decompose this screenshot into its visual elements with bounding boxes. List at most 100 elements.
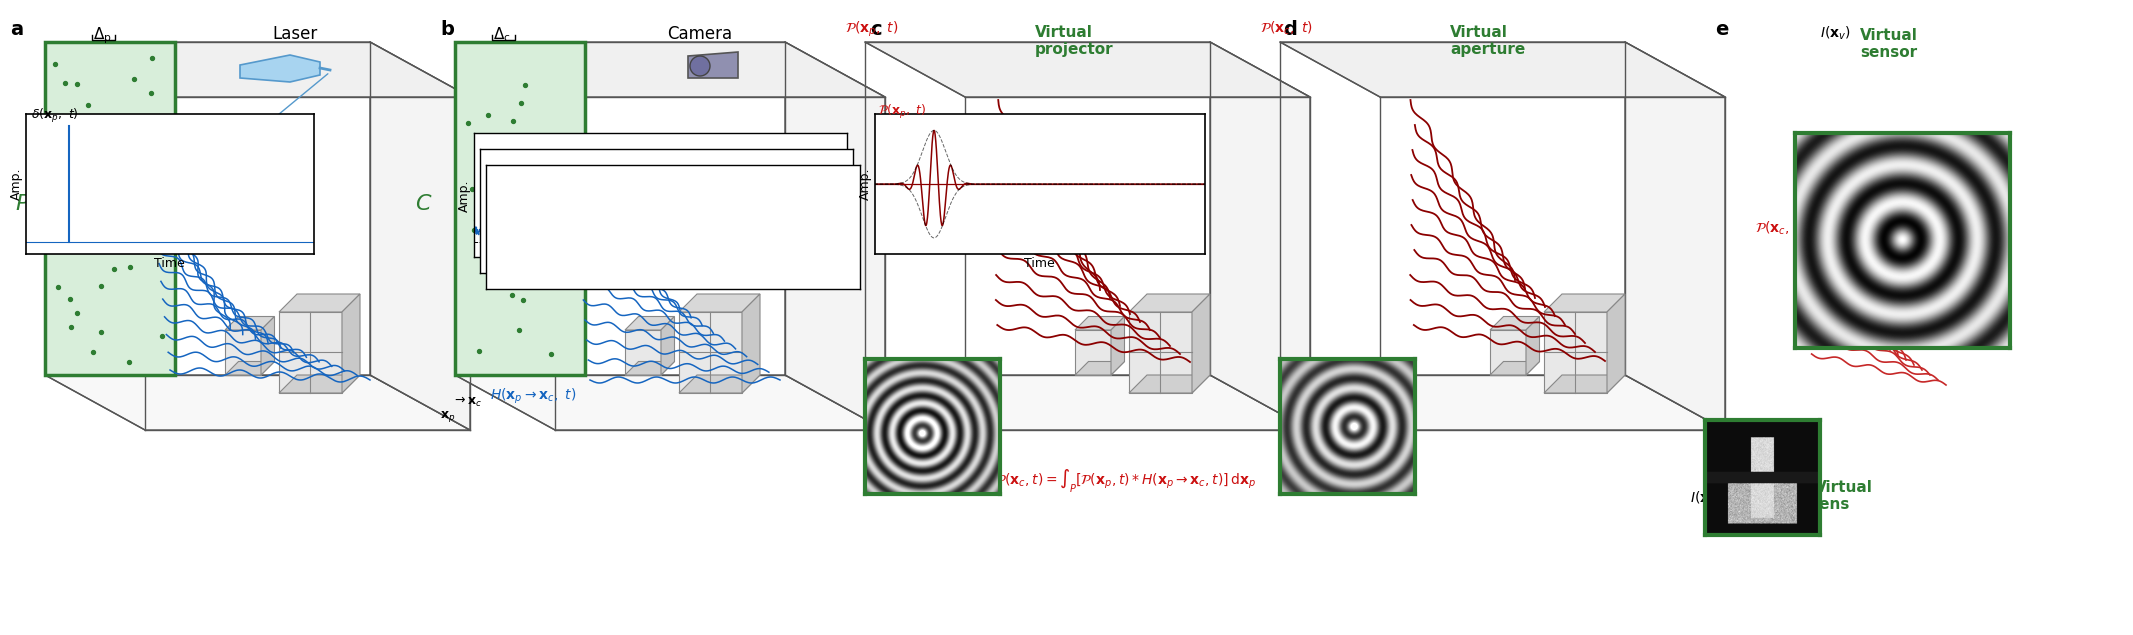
Polygon shape — [1625, 42, 1726, 430]
Point — [471, 110, 506, 120]
Polygon shape — [866, 42, 1310, 97]
Polygon shape — [241, 55, 320, 82]
Text: $\delta(\mathbf{x}_p,\ t)$: $\delta(\mathbf{x}_p,\ t)$ — [32, 107, 79, 125]
Polygon shape — [1075, 330, 1111, 375]
Text: $\mathcal{P}(\mathbf{x}_p,\ t)$: $\mathcal{P}(\mathbf{x}_p,\ t)$ — [845, 20, 898, 39]
Text: $\mathbf{x}_p$: $\mathbf{x}_p$ — [85, 224, 102, 242]
Point — [463, 345, 497, 356]
Point — [535, 349, 570, 359]
Polygon shape — [454, 42, 885, 97]
Point — [542, 203, 576, 213]
X-axis label: Time: Time — [1024, 257, 1056, 270]
Point — [495, 116, 529, 126]
Polygon shape — [1280, 42, 1726, 97]
Y-axis label: Amp.: Amp. — [860, 168, 872, 201]
Point — [478, 205, 512, 215]
Point — [463, 229, 497, 239]
X-axis label: Time: Time — [644, 258, 676, 272]
Point — [60, 79, 94, 90]
Polygon shape — [1491, 316, 1540, 330]
Point — [113, 262, 147, 272]
Polygon shape — [625, 316, 674, 330]
Point — [41, 282, 75, 292]
Polygon shape — [341, 294, 360, 393]
Polygon shape — [1111, 316, 1124, 375]
Text: a: a — [11, 20, 23, 39]
Text: $\mathbf{x}_c$: $\mathbf{x}_c$ — [486, 244, 506, 260]
Point — [98, 264, 132, 274]
Polygon shape — [1544, 375, 1625, 393]
Point — [495, 234, 529, 244]
Text: Camera: Camera — [668, 25, 732, 43]
Polygon shape — [1128, 375, 1209, 393]
Text: $H(\mathbf{x}_p \rightarrow \mathbf{x}_c,\ t)$: $H(\mathbf{x}_p \rightarrow \mathbf{x}_c… — [491, 387, 576, 406]
Polygon shape — [369, 42, 469, 430]
Point — [495, 156, 529, 166]
Polygon shape — [661, 316, 674, 375]
Text: e: e — [1715, 20, 1728, 39]
Point — [126, 187, 160, 197]
Polygon shape — [1075, 361, 1124, 375]
Text: $\mathcal{P}(\mathbf{x}_c,\ t)$: $\mathcal{P}(\mathbf{x}_c,\ t)$ — [1261, 20, 1312, 37]
Point — [81, 214, 115, 224]
Point — [450, 117, 484, 128]
Text: $C$: $C$ — [416, 194, 433, 214]
Text: $\Delta_\mathrm{p}$: $\Delta_\mathrm{p}$ — [92, 25, 111, 46]
Point — [134, 53, 169, 63]
Point — [111, 356, 145, 366]
Text: c: c — [870, 20, 881, 39]
Polygon shape — [1075, 316, 1124, 330]
Bar — [454, 42, 584, 375]
Point — [70, 100, 105, 110]
Polygon shape — [1192, 294, 1209, 393]
Polygon shape — [1544, 294, 1625, 312]
Polygon shape — [1544, 312, 1606, 393]
Polygon shape — [866, 375, 1310, 430]
Polygon shape — [224, 361, 275, 375]
Polygon shape — [625, 361, 674, 375]
Polygon shape — [625, 330, 661, 375]
Polygon shape — [224, 330, 260, 375]
Text: $\mathbf{x}_p$: $\mathbf{x}_p$ — [439, 409, 454, 424]
Point — [495, 290, 529, 300]
Polygon shape — [678, 294, 759, 312]
Text: $\mathcal{P}(\mathbf{x}_c,t) = \int_P [\mathcal{P}(\mathbf{x}_p,t) * H (\mathbf{: $\mathcal{P}(\mathbf{x}_c,t) = \int_P [\… — [994, 468, 1256, 495]
Point — [83, 281, 117, 291]
Polygon shape — [45, 42, 469, 97]
Polygon shape — [279, 294, 360, 312]
Point — [145, 331, 179, 342]
Point — [83, 145, 117, 156]
Point — [53, 294, 87, 304]
Text: $\mathcal{P}(\mathbf{x}_p,\ t)$: $\mathcal{P}(\mathbf{x}_p,\ t)$ — [879, 103, 926, 121]
Text: Virtual
aperture: Virtual aperture — [1450, 25, 1525, 57]
X-axis label: Time: Time — [154, 257, 186, 270]
Point — [83, 327, 117, 337]
Point — [516, 248, 550, 258]
Point — [516, 168, 550, 178]
Polygon shape — [678, 375, 759, 393]
Polygon shape — [1280, 375, 1726, 430]
Y-axis label: Amp.: Amp. — [11, 168, 23, 201]
Point — [456, 224, 491, 234]
Text: $I(\mathbf{x}_v) = \Phi\,(\mathcal{P}(\mathbf{x}_c,\ t))$: $I(\mathbf{x}_v) = \Phi\,(\mathcal{P}(\m… — [1689, 490, 1813, 507]
Point — [508, 81, 542, 91]
Text: $\mathcal{P}(\mathbf{x}_c,\ t)$: $\mathcal{P}(\mathbf{x}_c,\ t)$ — [1755, 220, 1809, 237]
Point — [454, 184, 488, 194]
Polygon shape — [224, 316, 275, 330]
Polygon shape — [279, 312, 341, 393]
Point — [49, 77, 83, 88]
Point — [501, 325, 535, 335]
Point — [53, 322, 87, 332]
Point — [117, 74, 151, 84]
Circle shape — [689, 56, 710, 76]
Polygon shape — [1128, 294, 1209, 312]
Point — [113, 137, 147, 147]
Text: Virtual
lens: Virtual lens — [1815, 480, 1873, 512]
Point — [38, 59, 73, 69]
Bar — [45, 42, 175, 375]
Text: Laser: Laser — [273, 25, 318, 43]
Point — [506, 295, 540, 305]
Point — [77, 347, 111, 357]
Polygon shape — [678, 312, 742, 393]
Point — [484, 193, 518, 203]
